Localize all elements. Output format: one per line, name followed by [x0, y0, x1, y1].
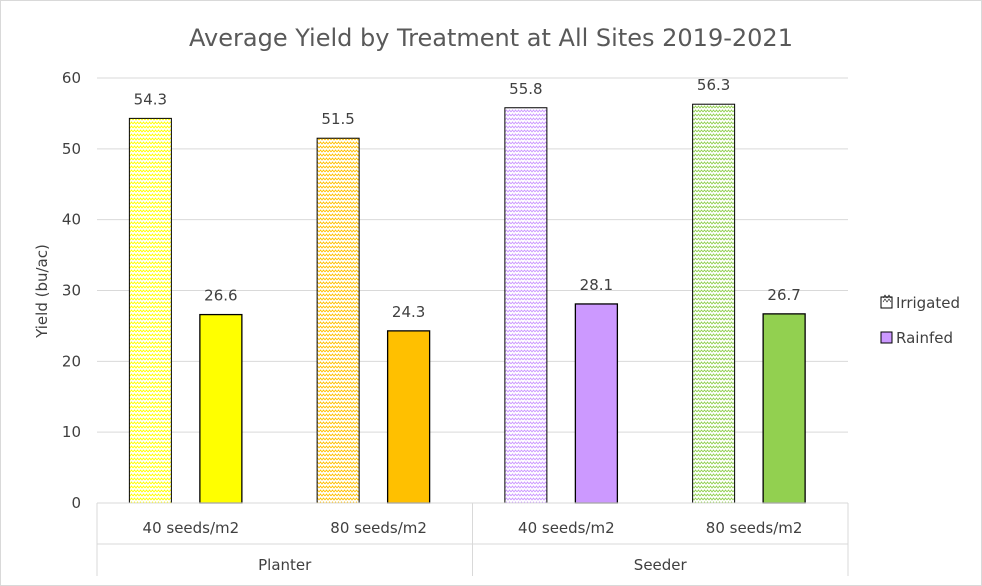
legend-label: Rainfed [896, 329, 953, 347]
bar-rainfed [762, 313, 806, 504]
data-label: 56.3 [697, 76, 730, 94]
legend-swatch-pattern [882, 294, 892, 303]
data-label: 54.3 [134, 90, 167, 108]
legend: Irrigated Rainfed [880, 294, 960, 347]
data-label: 26.6 [204, 287, 237, 305]
x-tick-label: 80 seeds/m2 [706, 519, 803, 537]
chart-title: Average Yield by Treatment at All Sites … [189, 24, 793, 52]
y-tick-label: 40 [62, 211, 81, 229]
group-label: Planter [258, 556, 312, 574]
group-label: Seeder [634, 556, 688, 574]
x-tick-label: 40 seeds/m2 [518, 519, 615, 537]
bar-rainfed [574, 303, 619, 504]
bar-rainfed [199, 313, 243, 504]
data-label: 51.5 [321, 110, 354, 128]
bar-irrigated [128, 117, 172, 504]
y-tick-label: 30 [62, 282, 81, 300]
y-tick-label: 50 [62, 140, 81, 158]
data-label: 24.3 [392, 303, 425, 321]
bar-rainfed [386, 330, 431, 504]
legend-swatch-irrigated [880, 296, 893, 309]
x-tick-label: 40 seeds/m2 [143, 519, 240, 537]
y-tick-label: 60 [62, 69, 81, 87]
bars [128, 103, 806, 504]
y-tick-label: 10 [62, 423, 81, 441]
y-axis-label: Yield (bu/ac) [33, 244, 51, 339]
bar-irrigated [316, 137, 360, 504]
x-axis: 40 seeds/m2 80 seeds/m2 40 seeds/m2 80 seed… [96, 502, 849, 576]
data-label: 55.8 [509, 80, 542, 98]
data-labels: 54.3 51.5 55.8 56.3 26.6 24.3 28.1 26.7 [134, 76, 801, 321]
data-label: 26.7 [767, 286, 800, 304]
y-tick-label: 20 [62, 352, 81, 370]
bar-irrigated [692, 103, 736, 504]
x-tick-label: 80 seeds/m2 [330, 519, 427, 537]
legend-swatch-rainfed [880, 331, 893, 344]
data-label: 28.1 [580, 276, 613, 294]
legend-label: Irrigated [896, 294, 960, 312]
bar-irrigated [504, 107, 548, 504]
y-tick-label: 0 [71, 494, 81, 512]
